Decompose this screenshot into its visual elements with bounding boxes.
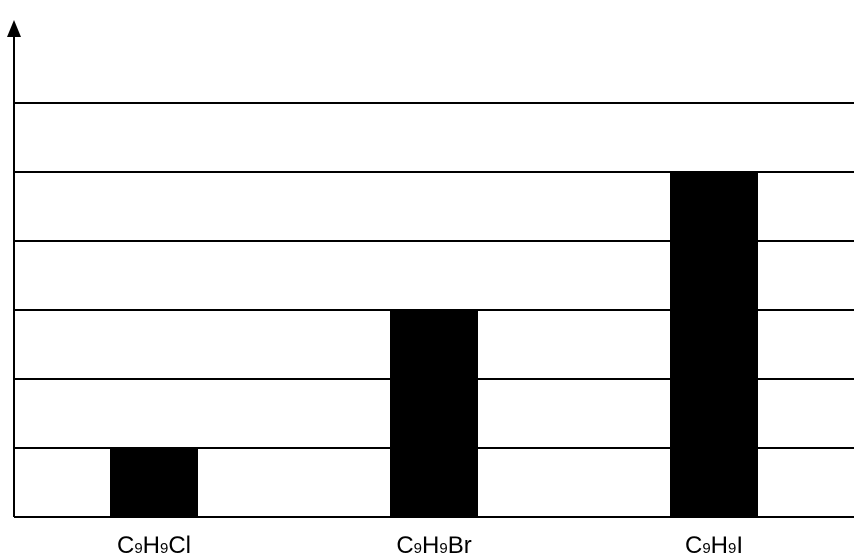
bars xyxy=(110,172,758,517)
bar xyxy=(670,172,758,517)
category-label: C9H9Br xyxy=(396,532,471,556)
axes xyxy=(7,20,854,518)
category-label: C9H9Cl xyxy=(117,532,191,556)
y-axis-arrow-icon xyxy=(7,20,21,37)
category-labels: C9H9Cl C9H9Br C9H9I xyxy=(117,532,743,556)
bar xyxy=(390,310,478,517)
category-label: C9H9I xyxy=(685,532,743,556)
bar xyxy=(110,448,198,517)
